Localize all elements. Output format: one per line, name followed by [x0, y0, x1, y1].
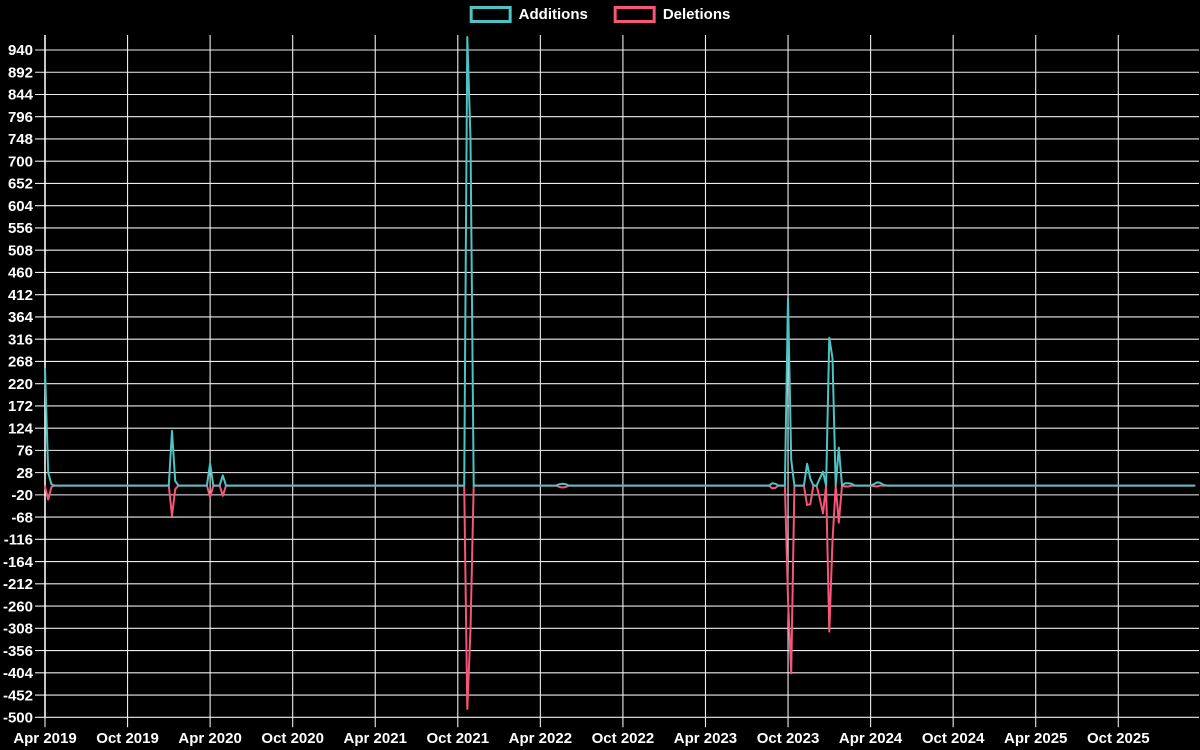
additions-line	[44, 36, 1196, 487]
x-tick-label: Oct 2024	[922, 730, 985, 747]
horizontal-gridlines	[35, 49, 1199, 718]
additions-legend-label: Additions	[518, 6, 588, 23]
y-tick-label: -404	[3, 665, 34, 682]
series-lines	[44, 36, 1196, 710]
x-axis-labels: Apr 2019 Oct 2019 Apr 2020 Oct 2020 Apr 2021…	[13, 730, 1149, 747]
y-tick-label: -164	[3, 554, 34, 571]
y-tick-label: -20	[11, 487, 33, 504]
y-tick-label: 28	[16, 465, 33, 482]
y-axis-labels: 940 892 844 796 748 700 652 604 556 508 460 412 364 3…	[3, 42, 34, 726]
y-tick-label: 412	[8, 287, 33, 304]
x-tick-label: Oct 2020	[261, 730, 324, 747]
y-tick-label: 844	[8, 87, 34, 104]
x-tick-label: Oct 2023	[757, 730, 820, 747]
y-tick-label: 556	[8, 220, 33, 237]
y-tick-label: -68	[11, 509, 33, 526]
y-tick-label: 796	[8, 109, 33, 126]
vertical-gridlines	[44, 35, 1119, 728]
additions-swatch-icon	[469, 6, 512, 23]
y-tick-label: 316	[8, 331, 33, 348]
y-tick-label: -212	[3, 576, 33, 593]
y-tick-label: 508	[8, 242, 33, 259]
y-tick-label: -500	[3, 710, 33, 727]
x-tick-label: Oct 2019	[96, 730, 159, 747]
y-tick-label: 220	[8, 376, 33, 393]
y-tick-label: -452	[3, 687, 33, 704]
deletions-swatch-icon	[613, 6, 656, 23]
x-tick-label: Oct 2022	[592, 730, 655, 747]
y-tick-label: 652	[8, 176, 33, 193]
x-tick-label: Apr 2023	[674, 730, 737, 747]
y-tick-label: 124	[8, 420, 34, 437]
y-tick-label: 748	[8, 131, 33, 148]
y-tick-label: -260	[3, 598, 33, 615]
y-tick-label: 172	[8, 398, 33, 415]
x-tick-label: Apr 2022	[509, 730, 572, 747]
x-tick-label: Apr 2019	[13, 730, 76, 747]
y-tick-label: -116	[4, 532, 33, 549]
deletions-legend-label: Deletions	[662, 6, 731, 23]
y-tick-label: 76	[16, 443, 33, 460]
legend-item-additions[interactable]: Additions	[469, 6, 588, 23]
y-tick-label: 364	[8, 309, 34, 326]
x-tick-label: Apr 2024	[839, 730, 903, 747]
y-tick-label: 940	[8, 42, 33, 59]
y-tick-label: -308	[3, 621, 33, 638]
x-tick-label: Apr 2025	[1004, 730, 1067, 747]
y-tick-label: 700	[8, 153, 33, 170]
legend-item-deletions[interactable]: Deletions	[613, 6, 731, 23]
y-tick-label: 604	[8, 198, 34, 215]
chart-legend: Additions Deletions	[469, 6, 731, 23]
y-tick-label: 268	[8, 354, 33, 371]
y-tick-label: 892	[8, 64, 33, 81]
x-tick-label: Apr 2021	[344, 730, 407, 747]
x-tick-label: Oct 2025	[1087, 730, 1150, 747]
y-tick-label: -356	[3, 643, 33, 660]
x-tick-label: Apr 2020	[178, 730, 241, 747]
deletions-line	[44, 484, 1196, 710]
x-tick-label: Oct 2021	[427, 730, 490, 747]
y-tick-label: 460	[8, 265, 33, 282]
